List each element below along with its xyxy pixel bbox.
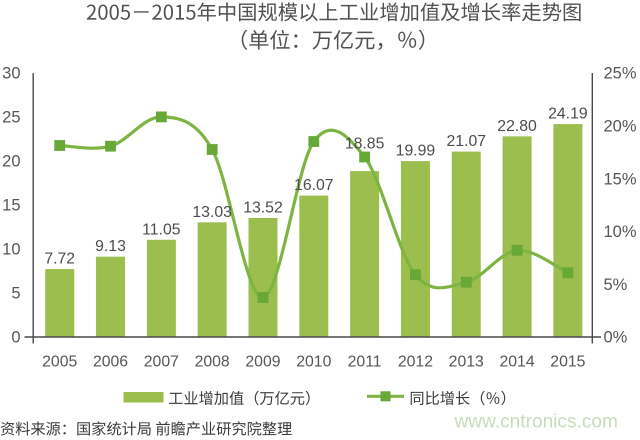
- svg-text:15: 15: [2, 197, 20, 215]
- svg-text:2012: 2012: [398, 354, 433, 371]
- svg-text:0: 0: [11, 329, 20, 347]
- svg-text:2006: 2006: [93, 354, 128, 371]
- svg-text:11.05: 11.05: [142, 221, 181, 238]
- svg-text:9.13: 9.13: [95, 238, 126, 255]
- svg-text:5%: 5%: [604, 276, 628, 294]
- svg-text:20%: 20%: [604, 118, 637, 136]
- svg-text:10: 10: [2, 241, 20, 259]
- svg-text:30: 30: [2, 65, 20, 83]
- svg-text:13.03: 13.03: [192, 204, 232, 221]
- svg-text:21.07: 21.07: [446, 133, 486, 150]
- svg-text:0%: 0%: [604, 329, 628, 347]
- svg-text:22.80: 22.80: [497, 118, 537, 135]
- svg-text:www.cntronics.com: www.cntronics.com: [454, 412, 618, 433]
- svg-text:2007: 2007: [144, 354, 179, 371]
- svg-text:20: 20: [2, 153, 20, 171]
- svg-text:25%: 25%: [604, 65, 637, 83]
- svg-text:16.07: 16.07: [294, 177, 334, 194]
- svg-text:13.52: 13.52: [243, 200, 283, 217]
- svg-text:7.72: 7.72: [44, 251, 75, 268]
- svg-text:2005: 2005: [42, 354, 77, 371]
- svg-text:2011: 2011: [348, 354, 382, 371]
- svg-text:24.19: 24.19: [548, 106, 588, 123]
- svg-text:15%: 15%: [604, 170, 637, 188]
- svg-text:10%: 10%: [604, 223, 637, 241]
- svg-text:2014: 2014: [499, 354, 534, 371]
- svg-text:18.85: 18.85: [345, 136, 385, 153]
- svg-text:2013: 2013: [449, 354, 484, 371]
- svg-text:2015: 2015: [550, 354, 585, 371]
- svg-text:5: 5: [11, 285, 20, 303]
- svg-text:2010: 2010: [296, 354, 331, 371]
- svg-text:19.99: 19.99: [396, 143, 436, 160]
- svg-text:2009: 2009: [245, 354, 280, 371]
- svg-text:25: 25: [2, 109, 20, 127]
- svg-text:2008: 2008: [195, 354, 230, 371]
